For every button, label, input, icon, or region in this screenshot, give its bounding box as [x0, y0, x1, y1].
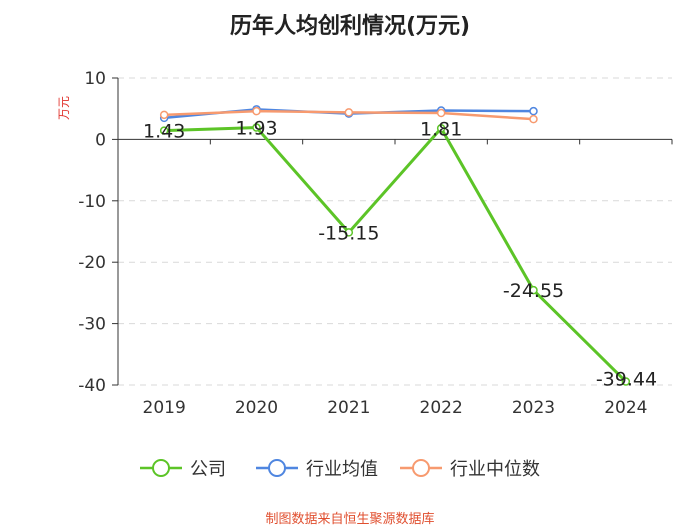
y-tick-label: -40 — [78, 376, 106, 396]
y-unit-label: 万元 — [57, 96, 71, 120]
legend-label: 行业中位数 — [450, 459, 540, 480]
series-line — [164, 126, 627, 383]
data-point — [529, 114, 538, 124]
x-tick-label: 2019 — [143, 398, 186, 418]
legend-marker — [412, 459, 430, 477]
series-group — [159, 105, 631, 386]
data-point — [252, 123, 261, 132]
y-tick-label: -30 — [78, 315, 106, 335]
x-tick-label: 2022 — [420, 398, 463, 418]
data-label: 1.43 — [143, 121, 185, 143]
y-tick-label: 10 — [84, 69, 106, 89]
data-point — [621, 377, 631, 386]
x-tick-label: 2024 — [604, 398, 647, 418]
x-tick-label: 2020 — [235, 398, 278, 418]
x-tick-label: 2023 — [512, 398, 555, 418]
grid-lines — [118, 77, 672, 386]
data-label: -24.55 — [503, 280, 564, 302]
data-point — [159, 110, 169, 120]
data-point — [252, 106, 261, 116]
legend-label: 公司 — [190, 459, 226, 480]
data-point — [344, 108, 354, 117]
data-label: -39.44 — [596, 369, 657, 391]
chart-title: 历年人均创利情况(万元) — [229, 14, 471, 39]
data-point — [529, 285, 538, 295]
axes: 10 0 -10 -20 -30 -40 万元 2019 2020 2021 2022 2023 202… — [57, 69, 673, 418]
source-note: 制图数据来自恒生聚源数据库 — [265, 512, 435, 527]
data-point — [344, 228, 354, 237]
data-label: -15.15 — [318, 222, 379, 244]
data-label: 1.93 — [235, 118, 277, 140]
legend-marker — [268, 459, 286, 477]
legend: 公司 行业均值 行业中位数 — [140, 459, 540, 480]
data-point — [529, 106, 538, 116]
data-point — [159, 126, 169, 135]
data-point — [436, 108, 446, 118]
data-labels: 1.43 1.93 -15.15 1.81 -24.55 -39.44 — [143, 118, 657, 391]
data-point — [436, 124, 446, 133]
legend-marker — [152, 459, 170, 477]
data-label: 1.81 — [420, 118, 462, 140]
y-tick-label: -10 — [78, 192, 106, 212]
x-tick-label: 2021 — [327, 398, 370, 418]
legend-label: 行业均值 — [306, 459, 378, 480]
y-tick-label: -20 — [78, 253, 106, 273]
y-tick-label: 0 — [95, 130, 106, 150]
